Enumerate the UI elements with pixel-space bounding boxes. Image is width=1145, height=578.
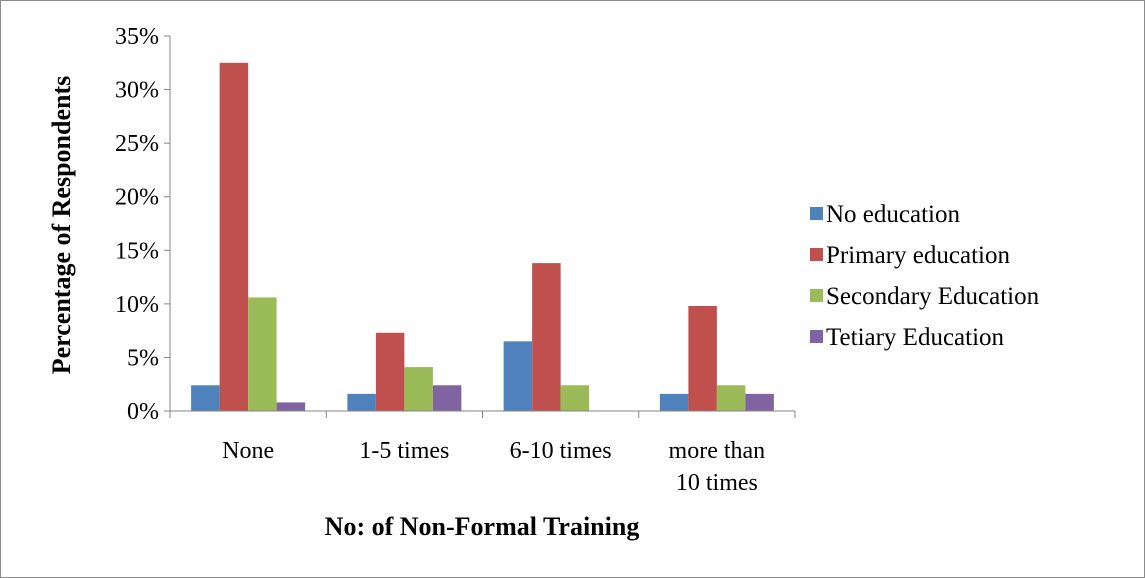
bar-2-3 [716,385,746,411]
y-tick-label-7: 35% [115,24,159,50]
bar-0-1 [347,393,376,411]
bar-3-1 [432,385,462,411]
bar-0-2 [503,341,533,411]
legend-label-2: Secondary Education [826,283,1040,310]
legend: No education Primary education Secondary E… [810,201,1040,351]
bar-0-3 [659,393,689,411]
y-tick-label-0: 0% [127,399,159,425]
y-tick-label-2: 10% [115,292,159,318]
legend-swatch-0 [810,207,823,220]
bar-0-0 [191,385,220,411]
y-tick-label-3: 15% [115,238,159,264]
y-tick-label-6: 30% [115,78,159,104]
y-axis-title: Percentage of Respondents [47,76,76,374]
legend-swatch-3 [810,330,823,343]
bar-3-0 [276,402,306,411]
plot-area: 0% 5% 10% 15% 20% 25% 30% 35% None 1-5 times 6-10 … [115,24,796,496]
bar-2-0 [248,297,277,411]
x-tick-label-2: 6-10 times [510,438,612,464]
bar-1-1 [375,332,405,411]
legend-swatch-1 [810,248,823,261]
bar-2-1 [404,367,433,411]
legend-swatch-2 [810,289,823,302]
bar-1-2 [532,263,561,411]
x-tick-label-1: 1-5 times [359,438,449,464]
bar-3-3 [745,393,774,411]
x-tick-label-3: more than 10 times [669,438,766,496]
bar-1-3 [688,306,717,411]
legend-label-1: Primary education [826,242,1010,269]
y-tick-label-5: 25% [115,131,159,157]
bar-2-2 [560,385,590,411]
y-tick-label-1: 5% [127,345,159,371]
legend-label-0: No education [826,201,960,228]
legend-label-3: Tetiary Education [826,324,1005,351]
y-tick-label-4: 20% [115,185,159,211]
x-tick-label-0: None [222,438,274,464]
bar-1-0 [219,62,249,411]
x-axis-title: No: of Non-Formal Training [325,512,640,541]
